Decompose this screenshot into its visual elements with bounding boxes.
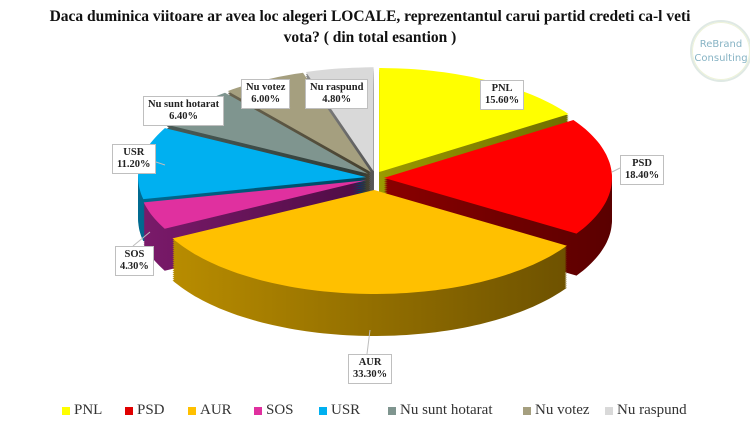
pie-chart bbox=[132, 67, 621, 355]
data-label-nu-sunt-hotarat: Nu sunt hotarat 6.40% bbox=[143, 96, 225, 126]
legend-item-nu-votez: Nu votez bbox=[523, 402, 590, 419]
chart-title: Daca duminica viitoare ar avea loc alege… bbox=[20, 6, 720, 48]
label-name: SOS bbox=[124, 249, 145, 260]
legend-label: SOS bbox=[266, 402, 294, 418]
logo-line-1: ReBrand bbox=[699, 39, 743, 50]
label-name: PSD bbox=[632, 158, 652, 169]
data-label-psd: PSD 18.40% bbox=[620, 155, 665, 185]
data-label-nu-votez: Nu votez 6.00% bbox=[241, 79, 291, 109]
label-name: Nu raspund bbox=[310, 82, 364, 93]
label-name: PNL bbox=[491, 83, 513, 94]
legend-swatch bbox=[125, 406, 133, 415]
data-label-aur: AUR 33.30% bbox=[348, 354, 393, 384]
chart-legend: PNL PSD AUR SOS USR Nu sunt hotarat Nu v… bbox=[0, 402, 750, 422]
label-name: Nu votez bbox=[246, 82, 286, 93]
legend-item-psd: PSD bbox=[125, 402, 165, 419]
legend-label: PSD bbox=[137, 402, 165, 418]
label-value: 11.20% bbox=[117, 159, 151, 170]
label-value: 15.60% bbox=[485, 95, 520, 106]
legend-label: AUR bbox=[200, 402, 232, 418]
legend-item-pnl: PNL bbox=[62, 402, 102, 419]
label-value: 18.40% bbox=[625, 170, 660, 181]
legend-swatch bbox=[319, 406, 327, 415]
data-label-pnl: PNL 15.60% bbox=[480, 80, 525, 110]
legend-item-aur: AUR bbox=[188, 402, 232, 419]
label-name: USR bbox=[123, 147, 145, 158]
legend-swatch bbox=[388, 406, 396, 415]
pie-slice-aur bbox=[172, 190, 567, 336]
chart-title-line-2: vota? ( din total esantion ) bbox=[283, 29, 457, 46]
logo-line-2: Consulting bbox=[694, 53, 748, 64]
chart-title-line-1: Daca duminica viitoare ar avea loc alege… bbox=[49, 8, 691, 25]
label-name: Nu sunt hotarat bbox=[148, 99, 220, 110]
legend-label: Nu sunt hotarat bbox=[400, 402, 493, 418]
leader-line bbox=[611, 167, 621, 173]
legend-item-usr: USR bbox=[319, 402, 360, 419]
data-label-sos: SOS 4.30% bbox=[115, 246, 154, 276]
label-name: AUR bbox=[358, 357, 382, 368]
label-value: 6.00% bbox=[251, 94, 281, 105]
leader-line bbox=[366, 329, 371, 355]
leader-line bbox=[132, 231, 151, 247]
legend-swatch bbox=[62, 406, 70, 415]
legend-item-nu-sunt-hotarat: Nu sunt hotarat bbox=[388, 402, 492, 419]
legend-label: USR bbox=[331, 402, 361, 418]
legend-label: PNL bbox=[74, 402, 103, 418]
data-label-usr: USR 11.20% bbox=[112, 144, 156, 174]
legend-swatch bbox=[188, 406, 196, 415]
legend-item-nu-raspund: Nu raspund bbox=[605, 402, 687, 419]
legend-swatch bbox=[254, 406, 262, 415]
label-value: 6.40% bbox=[169, 111, 199, 122]
rebrand-consulting-logo: ReBrand Consulting bbox=[690, 20, 750, 82]
legend-swatch bbox=[523, 406, 531, 415]
label-value: 4.30% bbox=[120, 261, 149, 272]
label-value: 4.80% bbox=[322, 94, 352, 105]
legend-item-sos: SOS bbox=[254, 402, 294, 419]
legend-swatch bbox=[605, 406, 613, 415]
legend-label: Nu votez bbox=[535, 402, 590, 418]
label-value: 33.30% bbox=[353, 369, 388, 380]
legend-label: Nu raspund bbox=[617, 402, 687, 418]
data-label-nu-raspund: Nu raspund 4.80% bbox=[305, 79, 369, 109]
